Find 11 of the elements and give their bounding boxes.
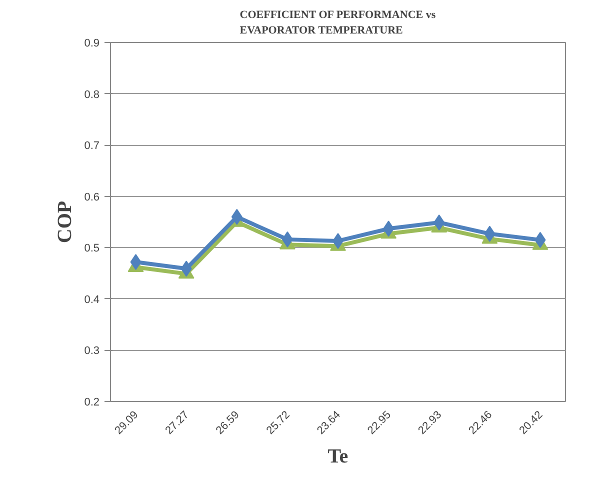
y-tick-label: 0.5: [84, 242, 100, 255]
y-tick-label: 0.4: [84, 294, 100, 306]
y-tick-label: 0.3: [84, 345, 100, 358]
y-tick-label: 0.7: [84, 140, 100, 152]
y-tick-label: 0.8: [84, 88, 100, 101]
chart-title: COEFFICIENT OF PERFORMANCE vs EVAPORATOR TEMPERATURE: [240, 8, 436, 36]
y-tick-label: 0.9: [84, 38, 100, 50]
y-tick-label: 0.6: [84, 191, 100, 204]
y-tick-label: 0.2: [84, 396, 100, 408]
y-axis-title: COP: [54, 200, 76, 244]
x-axis-title: Te: [328, 446, 348, 468]
